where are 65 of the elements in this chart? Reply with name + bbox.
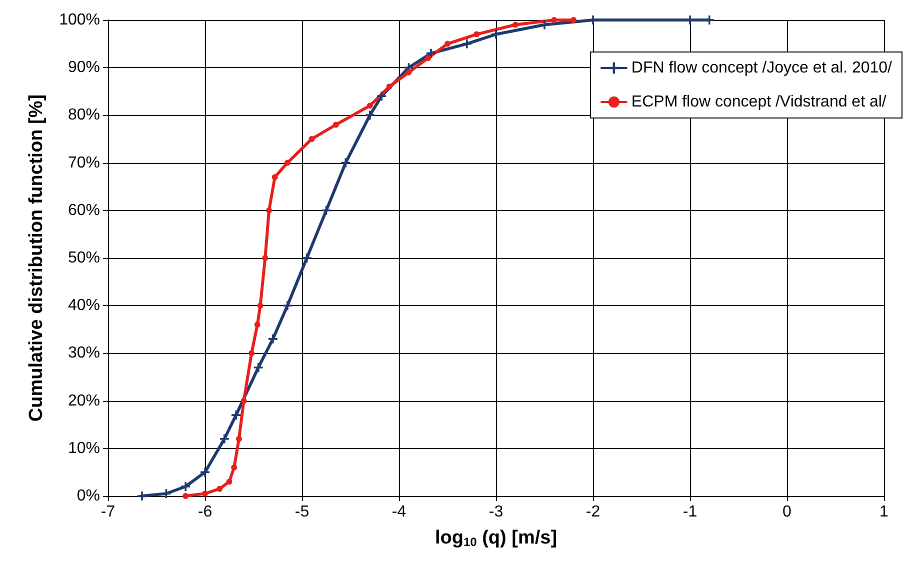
point: [268, 334, 278, 344]
point: [240, 398, 247, 404]
point: [366, 102, 373, 109]
y-axis-title: Cumulative distribution function [%]: [26, 94, 47, 422]
point: [232, 410, 241, 420]
y-tick-label: 20%: [68, 392, 100, 410]
point: [386, 84, 392, 90]
point: [492, 30, 500, 39]
point: [365, 110, 374, 120]
point: [248, 350, 255, 356]
y-tick-label: 90%: [68, 59, 100, 76]
point: [426, 48, 436, 58]
point: [282, 301, 292, 310]
point: [551, 17, 558, 23]
point: [425, 55, 432, 62]
point: [220, 434, 229, 444]
point: [377, 92, 386, 101]
point: [406, 69, 412, 76]
y-tick-label: 10%: [68, 440, 100, 457]
point: [254, 322, 260, 328]
point: [257, 302, 264, 309]
legend-label: ECPM flow concept /Vidstrand et al/: [631, 94, 887, 110]
point: [302, 254, 312, 262]
x-tick-label: -5: [294, 504, 310, 520]
point: [182, 493, 189, 499]
y-tick-label: 0%: [76, 488, 100, 504]
legend-label: DFN flow concept /Joyce et al. 2010/: [631, 60, 893, 76]
y-tick-label: 70%: [68, 154, 100, 172]
point: [181, 482, 190, 491]
point: [231, 464, 238, 470]
x-tick-label: 1: [880, 504, 889, 520]
x-tick-label: -7: [100, 504, 116, 520]
point: [262, 255, 268, 261]
point: [570, 17, 577, 23]
point: [266, 207, 272, 214]
x-tick-label: -3: [488, 504, 504, 520]
point: [332, 122, 339, 128]
point: [512, 22, 518, 28]
x-tick-label: 0: [782, 504, 792, 520]
point: [226, 478, 232, 485]
point: [200, 468, 210, 477]
point: [254, 362, 263, 372]
point: [308, 136, 315, 142]
point: [284, 160, 290, 166]
x-tick-label: -4: [392, 504, 406, 520]
point: [162, 489, 171, 498]
y-tick-label: 50%: [68, 250, 100, 266]
y-tick-label: 100%: [59, 12, 100, 28]
point: [322, 206, 331, 215]
point: [202, 490, 208, 497]
point: [474, 31, 480, 38]
point: [540, 20, 549, 30]
point: [236, 436, 242, 442]
y-tick-label: 60%: [68, 202, 100, 219]
point: [341, 158, 350, 168]
x-tick-label: -1: [682, 504, 698, 520]
y-tick-label: 80%: [68, 106, 100, 124]
x-tick-label: -2: [586, 504, 600, 520]
point: [444, 40, 450, 47]
point: [216, 486, 223, 492]
point: [462, 39, 472, 48]
x-tick-label: -6: [198, 504, 212, 520]
y-tick-label: 30%: [68, 344, 100, 362]
point: [272, 174, 278, 180]
y-tick-label: 40%: [68, 297, 100, 314]
